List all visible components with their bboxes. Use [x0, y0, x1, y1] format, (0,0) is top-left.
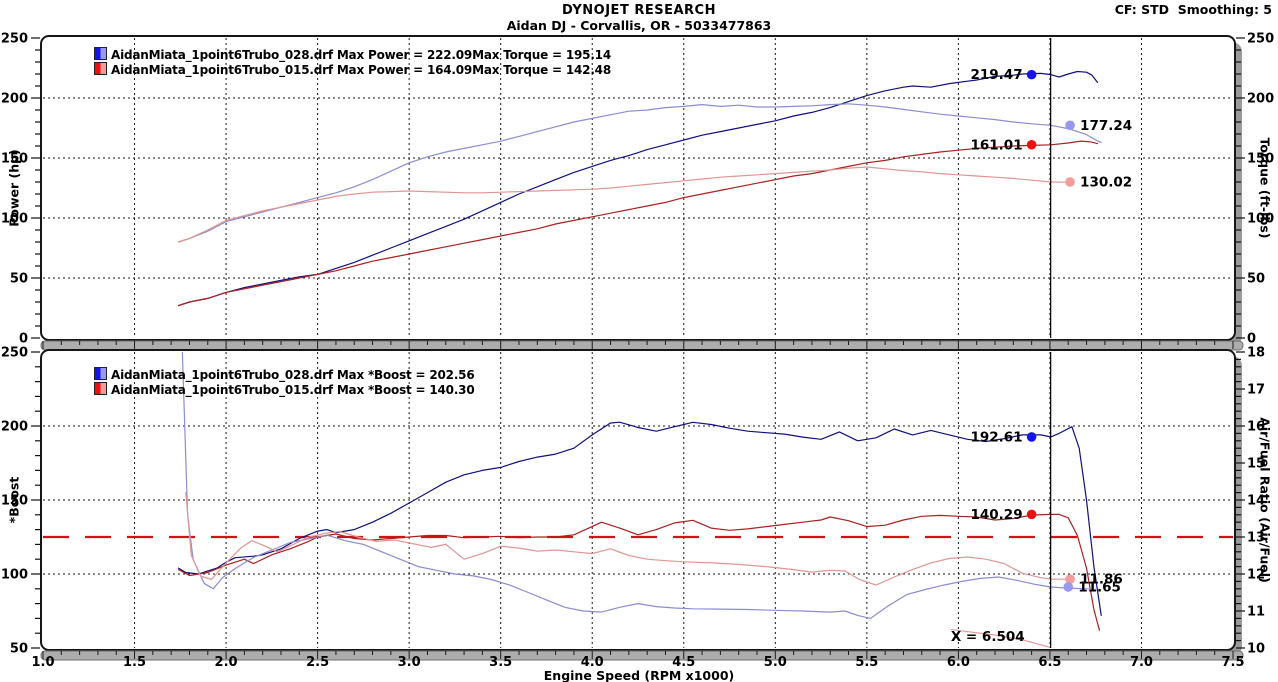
series-torque-015 — [177, 166, 1071, 243]
legend-run015-torque-label: Max Torque = 142.48 — [472, 63, 611, 77]
legend-boost-afr: AidanMiata_1point6Trubo_028.drf Max *Boo… — [94, 367, 475, 397]
correction-smoothing-note: CF: STD Smoothing: 5 — [1114, 2, 1272, 17]
plot-area-power-torque-chart[interactable] — [40, 35, 1236, 341]
chart-text: 0 — [19, 332, 28, 347]
y-axis-title-boost: *Boost — [6, 476, 22, 524]
chart-text: 192.61 — [971, 429, 1023, 445]
chart-text: 161.01 — [971, 137, 1023, 153]
chart-text: 3.5 — [489, 655, 512, 670]
y-axis-title-afr: Air/Fuel Ratio (Air/Fuel) — [1257, 417, 1273, 583]
cursor-dot-11.65 — [1063, 582, 1074, 592]
chart-text: 11.86 — [1080, 572, 1123, 588]
series-afr-015-tail — [950, 628, 1051, 648]
chart-text: 15 — [1247, 457, 1265, 472]
chart-text: 177.24 — [1080, 118, 1132, 134]
chart-text: 200 — [1, 420, 28, 435]
chart-text: 150 — [1247, 152, 1274, 167]
cursor-dot-219.47 — [1026, 69, 1037, 80]
chart-text: 12 — [1247, 568, 1265, 583]
chart-text: 100 — [1, 212, 28, 227]
chart-text: 14 — [1247, 494, 1265, 509]
legend-swatch-run015-icon — [94, 62, 107, 75]
chart-text: 100 — [1247, 212, 1274, 227]
chart-text: 100 — [1, 568, 28, 583]
chart-text: 3.0 — [398, 655, 421, 670]
chart-text: 50 — [10, 642, 28, 657]
legend-run028-boost-label: AidanMiata_1point6Trubo_028.drf Max *Boo… — [111, 368, 475, 382]
chart-text: 250 — [1, 32, 28, 47]
legend-swatch-run028-icon — [94, 47, 107, 60]
chart-text: 4.0 — [581, 655, 604, 670]
chart-text: 5.0 — [764, 655, 787, 670]
x-axis-bar — [40, 650, 1244, 661]
cursor-dot-192.61 — [1026, 432, 1037, 442]
legend-row-run028-boost: AidanMiata_1point6Trubo_028.drf Max *Boo… — [94, 367, 475, 382]
cursor-dot-11.86 — [1065, 574, 1075, 584]
y-axis-title-power: Power (hp) — [6, 149, 22, 227]
chart-text: 7.5 — [1221, 655, 1244, 670]
chart-text: 50 — [10, 272, 28, 287]
cursor-dot-177.24 — [1065, 120, 1075, 131]
legend-row-run015: AidanMiata_1point6Trubo_015.drf Max Powe… — [94, 62, 611, 77]
legend-swatch-run015-boost-icon — [94, 382, 107, 395]
legend-run015-power-label: AidanMiata_1point6Trubo_015.drf Max Powe… — [111, 63, 473, 77]
chart-text: 150 — [1, 494, 28, 509]
series-afr-028 — [181, 352, 1097, 620]
chart-text: 6.5 — [1038, 655, 1061, 670]
x-axis-title: Engine Speed (RPM x1000) — [543, 668, 735, 682]
chart-text: 1.5 — [123, 655, 146, 670]
series-power-015 — [177, 140, 1099, 307]
series-afr-015 — [185, 492, 1071, 586]
legend-swatch-run028-boost-icon — [94, 367, 107, 380]
page-title: DYNOJET RESEARCH — [562, 3, 716, 18]
legend-run015-boost-label: AidanMiata_1point6Trubo_015.drf Max *Boo… — [111, 383, 475, 397]
chart-text: 5.5 — [855, 655, 878, 670]
chart-text: 17 — [1247, 383, 1265, 398]
series-group — [177, 352, 1102, 648]
chart-text: 0 — [1247, 332, 1256, 347]
legend-row-run028: AidanMiata_1point6Trubo_028.drf Max Powe… — [94, 47, 611, 62]
chart-text: 11 — [1247, 605, 1265, 620]
power-torque-chart: 0 50 100 150 200 250 0 50 100 150 200 250 219.47 177.… — [1, 32, 1274, 351]
chart-text: 16 — [1247, 420, 1265, 435]
boost-afr-chart: 50 100 150 200 250 10 11 12 13 14 15 16 17 18 1.0 1.5 2.… — [1, 346, 1265, 671]
legend-run028-torque-label: Max Torque = 195.14 — [472, 48, 611, 62]
series-group — [177, 70, 1102, 307]
chart-text: 4.5 — [672, 655, 695, 670]
chart-text: X = 6.504 — [951, 629, 1025, 645]
series-power-028 — [177, 70, 1099, 307]
chart-text: 50 — [1247, 272, 1265, 287]
chart-text: 250 — [1, 346, 28, 361]
chart-text: 2.0 — [215, 655, 238, 670]
chart-text: 130.02 — [1080, 174, 1132, 190]
series-torque-028 — [177, 103, 1102, 243]
page-subtitle: Aidan DJ - Corvallis, OR - 5033477863 — [506, 18, 772, 33]
chart-text: 13 — [1247, 531, 1265, 546]
chart-text: 200 — [1247, 92, 1274, 107]
series-boost-028 — [177, 421, 1102, 617]
legend-row-run015-boost: AidanMiata_1point6Trubo_015.drf Max *Boo… — [94, 382, 475, 397]
x-axis-bar — [40, 340, 1244, 351]
chart-text: 7.0 — [1130, 655, 1153, 670]
chart-text: 10 — [1247, 642, 1265, 657]
y-axis-title-torque: Torque (ft-lbs) — [1257, 137, 1273, 239]
chart-text: 200 — [1, 92, 28, 107]
chart-text: 2.5 — [306, 655, 329, 670]
cursor-dot-140.29 — [1026, 509, 1037, 520]
legend-run028-power-label: AidanMiata_1point6Trubo_028.drf Max Powe… — [111, 48, 473, 62]
chart-text: 250 — [1247, 32, 1274, 47]
chart-text: 6.0 — [947, 655, 970, 670]
chart-text: 18 — [1247, 346, 1265, 361]
cursor-dot-130.02 — [1065, 177, 1075, 187]
chart-text: 1.0 — [31, 655, 54, 670]
chart-text: 219.47 — [971, 67, 1023, 83]
cursor-dot-161.01 — [1026, 139, 1037, 150]
chart-text: 150 — [1, 152, 28, 167]
chart-text: 11.65 — [1078, 579, 1121, 595]
chart-text: 140.29 — [971, 507, 1023, 523]
legend-power-torque: AidanMiata_1point6Trubo_028.drf Max Powe… — [94, 47, 611, 77]
